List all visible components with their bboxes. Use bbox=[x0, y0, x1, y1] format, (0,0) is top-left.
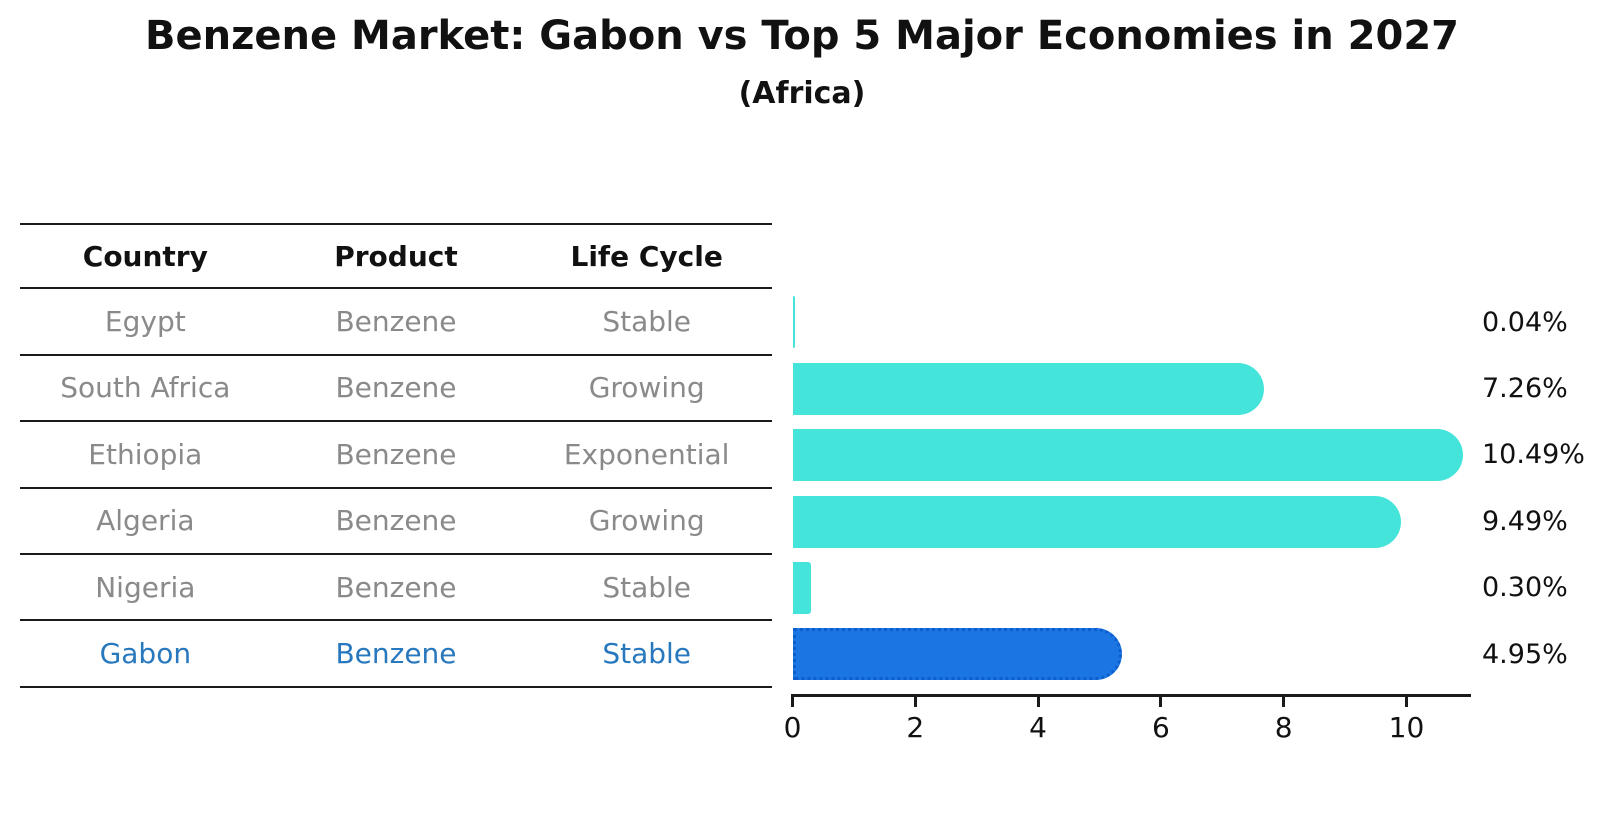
cell-life_cycle: Stable bbox=[602, 637, 692, 671]
cell-life_cycle: Growing bbox=[588, 504, 705, 538]
cell-country: Egypt bbox=[104, 305, 186, 339]
table-header-row: Country Product Life Cycle bbox=[20, 223, 772, 290]
value-label-south-africa: 7.26% bbox=[1482, 373, 1568, 404]
comparison-table: Country Product Life Cycle Egypt Benzene Stab… bbox=[20, 223, 772, 688]
x-axis-tick bbox=[1282, 697, 1286, 707]
cell-product: Benzene bbox=[335, 437, 457, 471]
x-axis-tick bbox=[1159, 697, 1163, 707]
bar-gabon bbox=[792, 628, 1123, 681]
cell-life_cycle: Growing bbox=[588, 371, 705, 405]
bar-ethiopia bbox=[792, 429, 1463, 482]
x-axis-tick bbox=[1036, 697, 1040, 707]
cell-country: South Africa bbox=[60, 371, 231, 405]
value-label-gabon: 4.95% bbox=[1482, 638, 1568, 670]
cell-life_cycle: Exponential bbox=[563, 437, 730, 471]
cell-country: Gabon bbox=[99, 637, 192, 671]
x-axis-tick-label: 10 bbox=[1388, 711, 1425, 744]
column-header: Life Cycle bbox=[570, 239, 723, 273]
x-axis-tick bbox=[1405, 697, 1408, 707]
table-row: Ethiopia Benzene Exponential bbox=[20, 422, 772, 489]
cell-product: Benzene bbox=[335, 305, 457, 339]
x-axis-tick-label: 6 bbox=[1151, 711, 1170, 744]
cell-country: Algeria bbox=[96, 504, 195, 538]
cell-product: Benzene bbox=[335, 504, 457, 538]
cell-product: Benzene bbox=[335, 371, 457, 405]
value-label-ethiopia: 10.49% bbox=[1482, 439, 1585, 471]
x-axis-tick-label: 8 bbox=[1274, 711, 1293, 744]
chart-subtitle: (Africa) bbox=[738, 76, 866, 111]
table-row: Algeria Benzene Growing bbox=[20, 489, 772, 555]
bar-egypt bbox=[792, 296, 795, 349]
table-row: Gabon Benzene Stable bbox=[20, 621, 772, 688]
x-axis-tick-label: 4 bbox=[1029, 711, 1047, 744]
cell-life_cycle: Stable bbox=[602, 570, 692, 604]
column-header: Product bbox=[334, 239, 458, 273]
cell-country: Nigeria bbox=[95, 570, 196, 604]
x-axis-tick-label: 0 bbox=[783, 711, 802, 744]
bar-nigeria bbox=[792, 562, 811, 614]
table-row: Nigeria Benzene Stable bbox=[20, 555, 772, 622]
cell-product: Benzene bbox=[335, 570, 457, 604]
cell-country: Ethiopia bbox=[88, 437, 203, 471]
value-label-egypt: 0.04% bbox=[1482, 306, 1568, 338]
cell-product: Benzene bbox=[335, 637, 457, 671]
table-row: South Africa Benzene Growing bbox=[20, 356, 772, 423]
table-row: Egypt Benzene Stable bbox=[20, 289, 772, 356]
x-axis-tick-label: 2 bbox=[906, 711, 925, 744]
cell-life_cycle: Stable bbox=[602, 305, 692, 339]
value-label-nigeria: 0.30% bbox=[1482, 572, 1568, 604]
column-header: Country bbox=[82, 239, 208, 273]
x-axis-tick bbox=[913, 697, 917, 707]
x-axis-line bbox=[791, 694, 1471, 697]
bar-south-africa bbox=[792, 362, 1265, 415]
x-axis-tick bbox=[791, 697, 794, 707]
chart-title: Benzene Market: Gabon vs Top 5 Major Eco… bbox=[145, 13, 1459, 59]
value-label-algeria: 9.49% bbox=[1482, 505, 1568, 537]
bar-algeria bbox=[792, 495, 1402, 548]
